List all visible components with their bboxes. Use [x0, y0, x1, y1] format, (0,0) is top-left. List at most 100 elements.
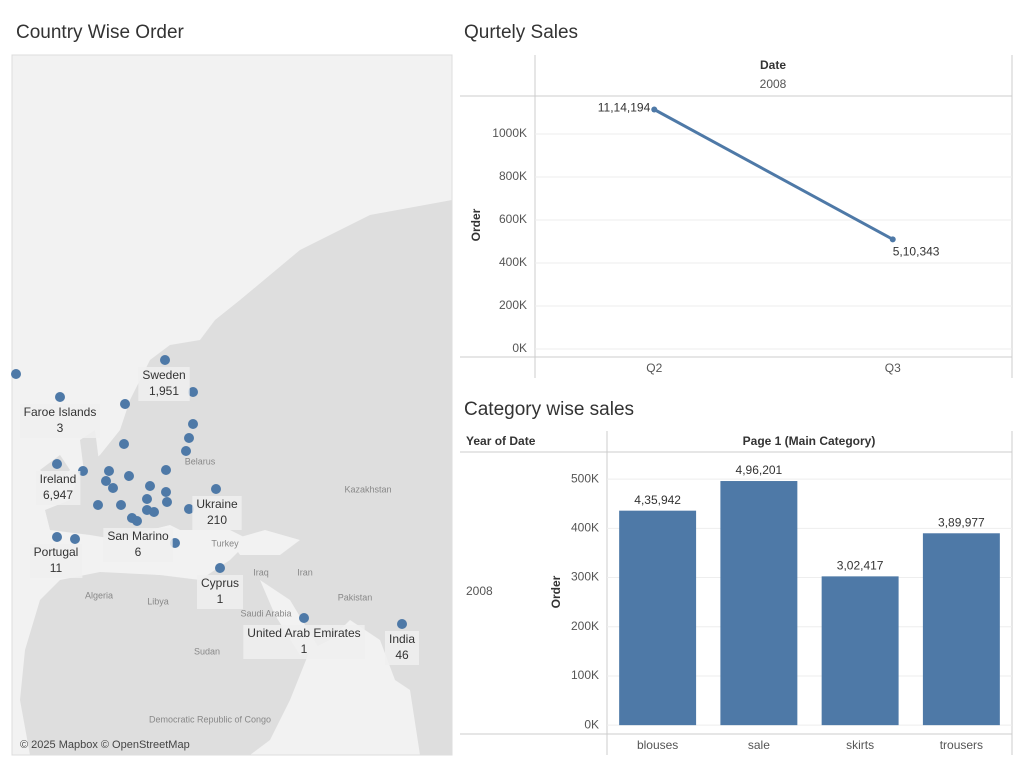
bar [619, 510, 697, 726]
dot [161, 465, 171, 475]
bar-title: Category wise sales [464, 399, 634, 420]
dot [104, 466, 114, 476]
row-value: 2008 [466, 584, 493, 598]
y-tick-label: 200K [499, 298, 527, 312]
point-label: Sweden 1,951 [138, 367, 190, 401]
map-point [55, 392, 65, 402]
label-box [35, 471, 81, 505]
value-label: 3,02,417 [837, 559, 884, 573]
label-box [29, 544, 83, 578]
x-tick-label: skirts [846, 738, 874, 752]
value-label: 11,14,194 [598, 101, 651, 115]
y-tick-label: 100K [571, 668, 599, 682]
basemap-label: Kazakhstan [344, 484, 391, 494]
map-point [215, 563, 225, 573]
value-label: 3,89,977 [938, 515, 985, 529]
column-value: 2008 [760, 77, 787, 91]
map-point [132, 516, 142, 526]
point-value: 1 [301, 642, 308, 656]
label-box [243, 625, 365, 659]
column-header: Page 1 (Main Category) [743, 434, 876, 448]
point-value: 1,951 [149, 384, 179, 398]
label-box [384, 631, 420, 665]
point-value: 210 [207, 513, 227, 527]
point-name: United Arab Emirates [247, 626, 360, 640]
dot [101, 476, 111, 486]
x-tick-label: blouses [637, 738, 678, 752]
basemap-label: Libya [147, 596, 169, 606]
dot [184, 433, 194, 443]
point-name: Cyprus [201, 576, 239, 590]
dot [149, 507, 159, 517]
y-tick-label: 0K [584, 717, 599, 731]
y-axis-label: Order [469, 208, 483, 241]
y-tick-label: 600K [499, 212, 527, 226]
y-tick-label: 500K [571, 471, 599, 485]
sea [230, 530, 300, 555]
point-name: San Marino [107, 529, 169, 543]
dot [184, 504, 194, 514]
basemap-label: Belarus [185, 456, 216, 466]
value-label: 4,96,201 [736, 463, 783, 477]
dot [162, 497, 172, 507]
point-value: 46 [395, 648, 409, 662]
point-name: Sweden [142, 368, 185, 382]
dot [108, 483, 118, 493]
label-box [196, 575, 244, 609]
y-tick-label: 200K [571, 619, 599, 633]
point-name: Portugal [34, 545, 79, 559]
point-label: San Marino 6 [103, 528, 173, 562]
basemap-label: Algeria [85, 590, 113, 600]
line-title: Qurtely Sales [464, 22, 578, 43]
bar [720, 481, 798, 726]
point-value: 11 [50, 561, 63, 575]
point [651, 106, 658, 113]
basemap-label: Turkey [211, 538, 239, 548]
point-name: Ireland [40, 472, 77, 486]
label-box [192, 496, 242, 530]
dot [120, 399, 130, 409]
map-point [52, 532, 62, 542]
dot [145, 481, 155, 491]
point-label: United Arab Emirates 1 [243, 625, 365, 659]
map-point [160, 355, 170, 365]
row-header: Year of Date [466, 434, 536, 448]
dot [161, 487, 171, 497]
dot [93, 500, 103, 510]
y-tick-label: 400K [571, 521, 599, 535]
label-box [138, 367, 190, 401]
dot [142, 494, 152, 504]
point-value: 3 [57, 421, 64, 435]
point-value: 6 [135, 545, 142, 559]
label-box [19, 404, 101, 438]
bar [821, 576, 899, 726]
basemap-label: Iran [297, 567, 313, 577]
map-title: Country Wise Order [16, 22, 185, 43]
point-name: Faroe Islands [24, 405, 97, 419]
point-name: Ukraine [196, 497, 238, 511]
attribution: © 2025 Mapbox © OpenStreetMap [20, 739, 190, 751]
line [653, 108, 894, 241]
x-tick-label: trousers [940, 738, 983, 752]
x-tick-label: Q2 [646, 361, 662, 375]
y-tick-label: 0K [512, 341, 527, 355]
dot [78, 466, 88, 476]
y-tick-label: 400K [499, 255, 527, 269]
x-tick-label: sale [748, 738, 770, 752]
basemap-label: Saudi Arabia [240, 608, 291, 618]
map-point [211, 484, 221, 494]
point [889, 236, 896, 243]
point-label: Ireland 6,947 [35, 471, 81, 505]
point-name: India [389, 632, 415, 646]
basemap-label: Pakistan [338, 592, 373, 602]
point-label: Ukraine 210 [192, 496, 242, 530]
column-header: Date [760, 58, 786, 72]
map-point [52, 459, 62, 469]
point-value: 6,947 [43, 488, 73, 502]
basemap-label: Democratic Republic of Congo [149, 714, 271, 724]
point-label: India 46 [384, 631, 420, 665]
bar-frame [460, 431, 1013, 755]
point-label: Faroe Islands 3 [19, 404, 101, 438]
dot [70, 534, 80, 544]
dot [181, 446, 191, 456]
